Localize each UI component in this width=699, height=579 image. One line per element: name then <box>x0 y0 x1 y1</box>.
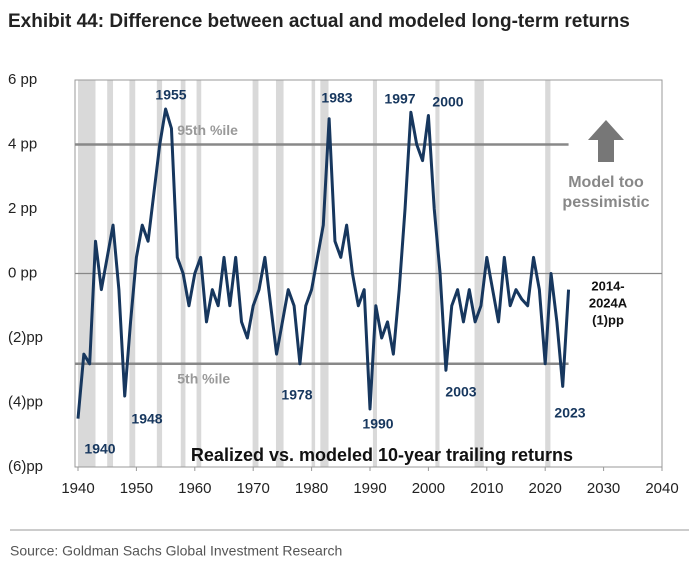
reference-label: 5th %ile <box>177 371 230 387</box>
y-tick-label: 6 pp <box>8 71 37 88</box>
x-tick-label: 1970 <box>237 480 270 497</box>
x-tick-label: 2000 <box>412 480 445 497</box>
x-tick-label: 1950 <box>120 480 153 497</box>
year-annotation: 2003 <box>445 384 476 400</box>
x-tick-label: 1980 <box>295 480 328 497</box>
x-tick-label: 2020 <box>529 480 562 497</box>
chart-title: Exhibit 44: Difference between actual an… <box>8 11 630 32</box>
y-tick-label: (4)pp <box>8 393 43 410</box>
y-tick-label: 0 pp <box>8 264 37 281</box>
y-tick-label: 2 pp <box>8 200 37 217</box>
year-annotation: 1978 <box>281 387 312 403</box>
callout: Model too pessimistic <box>562 174 649 211</box>
y-tick-label: (6)pp <box>8 458 43 475</box>
x-tick-label: 2040 <box>645 480 678 497</box>
arrow <box>588 120 624 162</box>
data-line <box>76 107 571 419</box>
year-annotation: 1955 <box>155 87 186 103</box>
x-tick-label: 2030 <box>587 480 620 497</box>
year-annotation: 1940 <box>84 441 115 457</box>
y-tick-label: (2)pp <box>8 329 43 346</box>
source: Source: Goldman Sachs Global Investment … <box>10 543 342 559</box>
x-tick-label: 2010 <box>470 480 503 497</box>
y-tick-label: 4 pp <box>8 135 37 152</box>
year-annotation: 1990 <box>362 416 393 432</box>
year-annotation: 1997 <box>384 91 415 107</box>
year-annotation: 2000 <box>432 94 463 110</box>
year-annotation: 1983 <box>321 90 352 106</box>
reference-label: 95th %ile <box>177 122 238 138</box>
year-annotation: 1948 <box>131 411 162 427</box>
x-tick-label: 1940 <box>61 480 94 497</box>
end-label: (1)pp <box>592 312 624 327</box>
year-annotation: 2023 <box>554 405 585 421</box>
x-tick-label: 1960 <box>178 480 211 497</box>
end-label: 2014- <box>591 278 624 293</box>
subtitle: Realized vs. modeled 10-year trailing re… <box>191 445 573 465</box>
end-label: 2024A <box>589 295 628 310</box>
x-tick-label: 1990 <box>353 480 386 497</box>
